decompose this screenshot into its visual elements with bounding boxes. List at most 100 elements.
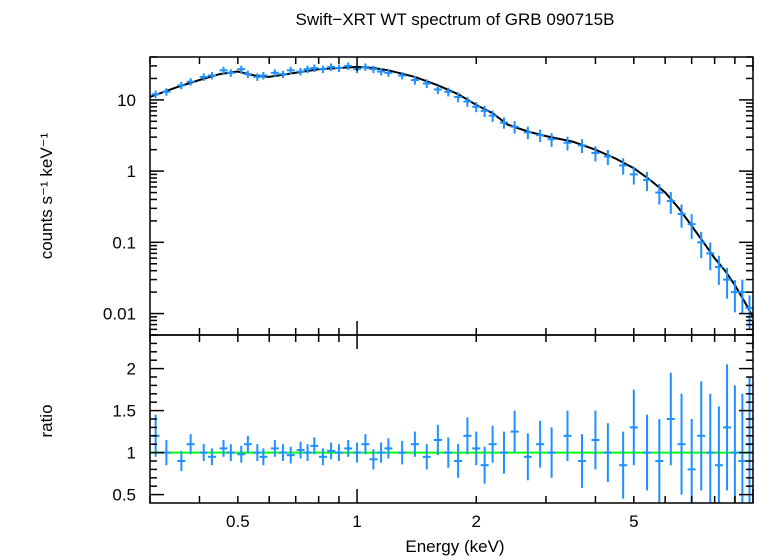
ratio-data-point: [353, 442, 362, 463]
ratio-data-point: [377, 442, 386, 463]
spectrum-data-point: [738, 279, 747, 314]
spectrum-data-point: [296, 68, 305, 76]
ratio-data-point: [619, 431, 628, 499]
x-axis-ticks-group: 0.5 1 2 5: [149, 57, 754, 531]
x-tick-label: 1: [352, 512, 361, 531]
ratio-data-point: [687, 419, 696, 503]
spectrum-data-point: [177, 81, 186, 90]
spectrum-data-point: [629, 166, 638, 185]
ratio-data-point: [237, 445, 246, 463]
ratio-data-point: [327, 442, 336, 460]
x-tick-label: 5: [629, 512, 638, 531]
ratio-data-point: [369, 449, 378, 470]
spectrum-data-point: [714, 255, 723, 285]
ratio-data-point: [253, 444, 262, 461]
spectrum-data-point: [563, 136, 572, 151]
spectrum-data-point: [463, 96, 472, 107]
ratio-data-point: [286, 446, 295, 464]
ratio-data-point: [706, 393, 715, 503]
ratio-panel: 0.5 1 1.5 2 ratio: [37, 334, 754, 505]
ratio-data-point: [643, 414, 652, 491]
spectrum-data-point: [369, 65, 378, 74]
chart-title: Swift−XRT WT spectrum of GRB 090715B: [296, 10, 615, 29]
ratio-data-point: [488, 425, 497, 463]
ratio-data-point: [344, 440, 353, 457]
x-tick-label: 2: [472, 512, 481, 531]
ratio-data-point: [523, 433, 532, 481]
ratio-data-point: [444, 437, 453, 468]
ratio-data-point: [738, 393, 747, 503]
spectrum-data-point: [303, 65, 312, 74]
spectrum-data-point: [510, 121, 519, 134]
ratio-data-point: [677, 393, 686, 495]
ratio-data-point: [361, 434, 370, 455]
ratio-data-point: [499, 431, 508, 474]
spectrum-data-point: [643, 171, 652, 192]
ratio-data-point: [186, 434, 195, 455]
spectrum-data-point: [199, 73, 208, 81]
spectrum-data-point: [377, 68, 386, 76]
ratio-data-point: [422, 444, 431, 470]
ratio-data-group: [151, 364, 754, 503]
spectrum-data-point: [278, 70, 287, 79]
spectrum-data-point: [480, 105, 489, 118]
spectrum-data-point: [687, 214, 696, 239]
x-tick-label: 0.5: [226, 512, 250, 531]
ratio-data-point: [603, 423, 612, 482]
spectrum-data-point: [270, 69, 279, 77]
ratio-y-tick-label: 1.5: [112, 402, 136, 421]
ratio-data-point: [463, 417, 472, 455]
spectrum-data-point: [207, 71, 216, 80]
ratio-data-point: [270, 440, 279, 457]
ratio-data-point: [207, 448, 216, 466]
ratio-data-point: [226, 444, 235, 461]
ratio-data-point: [666, 372, 675, 466]
ratio-y-tick-label: 1: [127, 444, 136, 463]
spectrum-data-point: [677, 204, 686, 228]
ratio-data-point: [303, 444, 312, 461]
spectrum-data-point: [162, 88, 171, 96]
spectrum-data-point: [488, 110, 497, 122]
spectrum-data-point: [151, 90, 160, 99]
spectrum-data-point: [310, 64, 319, 72]
ratio-data-point: [259, 448, 268, 466]
spectrum-data-point: [444, 87, 453, 97]
spectrum-data-point: [384, 69, 393, 77]
ratio-data-point: [384, 438, 393, 459]
spectrum-data-point: [547, 133, 556, 147]
spectrum-data-point: [655, 183, 664, 205]
spectrum-panel: 10 1 0.1 0.01 counts s⁻¹ keV⁻¹: [37, 56, 754, 336]
ratio-data-point: [591, 410, 600, 470]
ratio-plot-frame: [149, 334, 754, 504]
ratio-data-point: [714, 406, 723, 503]
spectrum-data-point: [398, 71, 407, 80]
ratio-data-point: [318, 448, 327, 466]
ratio-data-point: [177, 450, 186, 472]
spectrum-data-point: [422, 79, 431, 89]
spectrum-data-point: [591, 146, 600, 162]
spectrum-data-point: [361, 63, 370, 71]
ratio-data-point: [398, 440, 407, 465]
spectrum-data-point: [472, 102, 481, 113]
spectrum-ticks-group: 10 1 0.1 0.01: [103, 56, 753, 336]
ratio-data-point: [296, 441, 305, 459]
spectrum-data-point: [666, 191, 675, 214]
spectrum-data-point: [237, 65, 246, 74]
spectrum-data-point: [186, 78, 195, 86]
spectrum-y-tick-label: 1: [127, 162, 136, 181]
ratio-data-point: [454, 444, 463, 478]
ratio-y-tick-label: 2: [127, 360, 136, 379]
ratio-data-point: [730, 385, 739, 503]
spectrum-plot-frame: [149, 56, 754, 336]
spectrum-data-point: [454, 92, 463, 103]
ratio-data-point: [480, 446, 489, 484]
spectrum-data-point: [523, 126, 532, 140]
ratio-data-point: [563, 410, 572, 461]
spectrum-y-tick-label: 0.1: [112, 233, 136, 252]
spectrum-data-point: [745, 295, 754, 330]
ratio-data-point: [578, 434, 587, 488]
ratio-data-point: [199, 444, 208, 461]
ratio-data-point: [219, 440, 228, 457]
spectrum-data-point: [706, 242, 715, 271]
